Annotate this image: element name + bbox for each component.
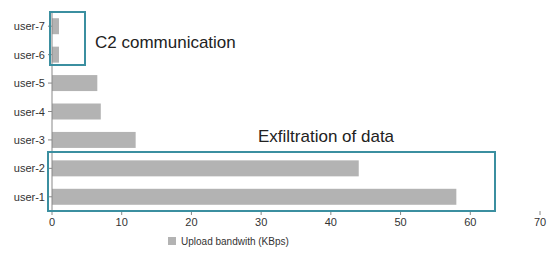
x-tick-label: 50	[394, 216, 406, 228]
bar	[52, 104, 101, 120]
bar	[52, 47, 59, 63]
annotation-box	[48, 152, 495, 211]
category-label: user-1	[14, 191, 45, 203]
category-label: user-6	[14, 49, 45, 61]
bar	[52, 132, 136, 148]
x-tick-label: 60	[464, 216, 476, 228]
x-tick-label: 10	[116, 216, 128, 228]
legend-label: Upload bandwith (KBps)	[181, 236, 289, 247]
bars	[52, 18, 456, 205]
chart-container: user-1 user-2 user-3 user-4 user-5 user-6 user…	[0, 0, 550, 256]
annotation-text: C2 communication	[95, 33, 236, 52]
annotation-text: Exfiltration of data	[258, 127, 395, 146]
bar	[52, 189, 456, 205]
category-label: user-2	[14, 162, 45, 174]
x-tick-label: 70	[534, 216, 546, 228]
bar	[52, 160, 359, 176]
category-label: user-3	[14, 134, 45, 146]
x-tick-label: 30	[255, 216, 267, 228]
x-tick-label: 0	[49, 216, 55, 228]
y-tick	[48, 111, 52, 112]
x-tick	[540, 211, 541, 215]
bar	[52, 18, 59, 34]
y-tick	[48, 83, 52, 84]
x-tick-label: 20	[185, 216, 197, 228]
x-tick-label: 40	[325, 216, 337, 228]
chart-svg: user-1 user-2 user-3 user-4 user-5 user-6 user…	[0, 0, 550, 256]
category-label: user-7	[14, 20, 45, 32]
y-tick	[48, 139, 52, 140]
annotation-box	[50, 12, 85, 65]
legend-swatch	[168, 237, 176, 245]
category-label: user-5	[14, 77, 45, 89]
bar	[52, 75, 97, 91]
category-label: user-4	[14, 106, 45, 118]
